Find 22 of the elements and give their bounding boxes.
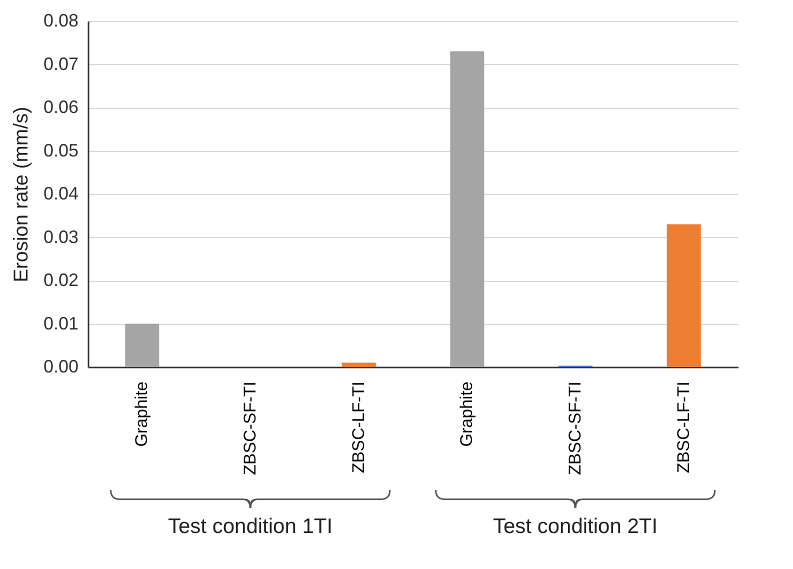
y-tick-label: 0.06 [43,97,78,117]
x-tick-label: Graphite [457,382,476,447]
x-tick-label: ZBSC-SF-TI [566,382,584,475]
bar [450,51,484,367]
y-tick-label: 0.05 [43,140,78,160]
y-tick-label: 0.00 [43,356,78,376]
y-tick-label: 0.07 [43,54,78,74]
text: Test condition 2TI [492,515,658,539]
x-tick-label: ZBSC-LF-TI [348,382,368,474]
y-tick-label: 0.01 [43,313,78,334]
x-tick-label: Graphite [132,382,152,447]
x-tick-label: ZBSC-LF-TI [674,382,693,474]
y-tick-label: 0.08 [43,10,78,30]
bar [666,224,701,367]
y-tick-label: 0.04 [43,184,78,204]
y-axis-title: Erosion rate (mm/s) [10,106,32,282]
text: Test condition 1TI [168,515,333,539]
y-tick-label: 0.03 [43,226,78,247]
y-tick-label: 0.02 [43,270,78,290]
bar [125,324,160,367]
x-tick-label: ZBSC-SF-TI [240,382,260,475]
bar [342,362,376,367]
